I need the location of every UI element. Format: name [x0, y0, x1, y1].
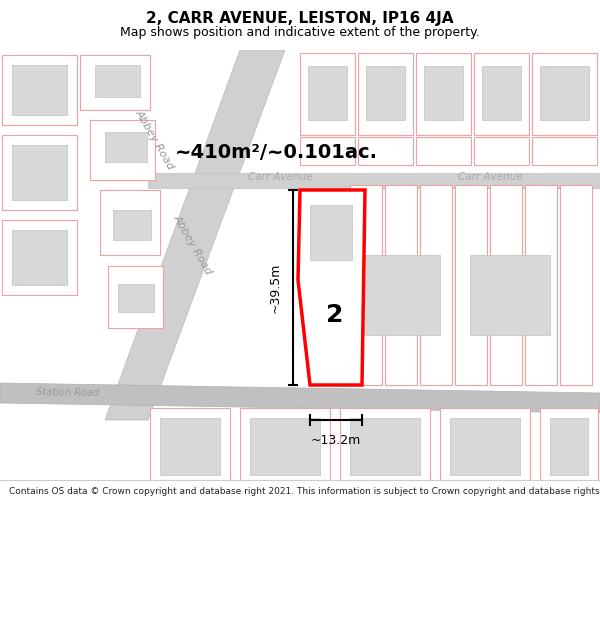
Bar [80, 55, 150, 110]
Bar [118, 284, 154, 312]
Bar [340, 408, 430, 480]
Bar [12, 145, 67, 200]
Bar [95, 65, 140, 97]
Bar [440, 408, 530, 480]
Bar [108, 266, 163, 328]
Bar [308, 66, 347, 120]
Bar [416, 137, 471, 165]
Bar [300, 137, 355, 165]
Bar [12, 230, 67, 285]
Text: Abbey Road: Abbey Road [172, 213, 214, 277]
Bar [450, 418, 520, 475]
Bar [560, 185, 592, 385]
Polygon shape [0, 383, 600, 413]
Bar [532, 53, 597, 135]
Bar [160, 418, 220, 475]
Bar [2, 135, 77, 210]
Bar [300, 53, 355, 135]
Text: 2, CARR AVENUE, LEISTON, IP16 4JA: 2, CARR AVENUE, LEISTON, IP16 4JA [146, 11, 454, 26]
Bar [366, 66, 405, 120]
Bar [540, 408, 598, 480]
Bar [470, 255, 550, 335]
Bar [420, 185, 452, 385]
Bar [240, 408, 330, 480]
Bar [532, 137, 597, 165]
Polygon shape [148, 173, 600, 188]
Bar [416, 53, 471, 135]
Bar [358, 137, 413, 165]
Bar [385, 185, 417, 385]
Bar [490, 185, 522, 385]
Text: Station Road: Station Road [37, 388, 100, 399]
Bar [360, 255, 440, 335]
Bar [550, 418, 588, 475]
Text: Map shows position and indicative extent of the property.: Map shows position and indicative extent… [120, 26, 480, 39]
Bar [424, 66, 463, 120]
Bar [540, 66, 589, 120]
Bar [358, 53, 413, 135]
Bar [100, 190, 160, 255]
Text: ~410m²/~0.101ac.: ~410m²/~0.101ac. [175, 142, 378, 161]
Polygon shape [298, 190, 365, 385]
Text: Carr Avenue: Carr Avenue [458, 172, 523, 182]
Polygon shape [105, 50, 285, 420]
Bar [482, 66, 521, 120]
Bar [350, 185, 382, 385]
Bar [350, 418, 420, 475]
Text: Carr Avenue: Carr Avenue [248, 172, 313, 182]
Bar [250, 418, 320, 475]
Bar [105, 132, 147, 162]
Bar [525, 185, 557, 385]
Text: ~13.2m: ~13.2m [311, 434, 361, 447]
Bar [90, 120, 155, 180]
Bar [310, 205, 352, 260]
Text: 2: 2 [326, 303, 344, 327]
Bar [2, 220, 77, 295]
Bar [150, 408, 230, 480]
Text: ~39.5m: ~39.5m [269, 262, 281, 312]
Bar [2, 55, 77, 125]
Bar [455, 185, 487, 385]
Text: Contains OS data © Crown copyright and database right 2021. This information is : Contains OS data © Crown copyright and d… [9, 488, 600, 496]
Bar [474, 137, 529, 165]
Bar [474, 53, 529, 135]
Bar [12, 65, 67, 115]
Text: Abbey Road: Abbey Road [134, 108, 176, 172]
Bar [113, 210, 151, 240]
